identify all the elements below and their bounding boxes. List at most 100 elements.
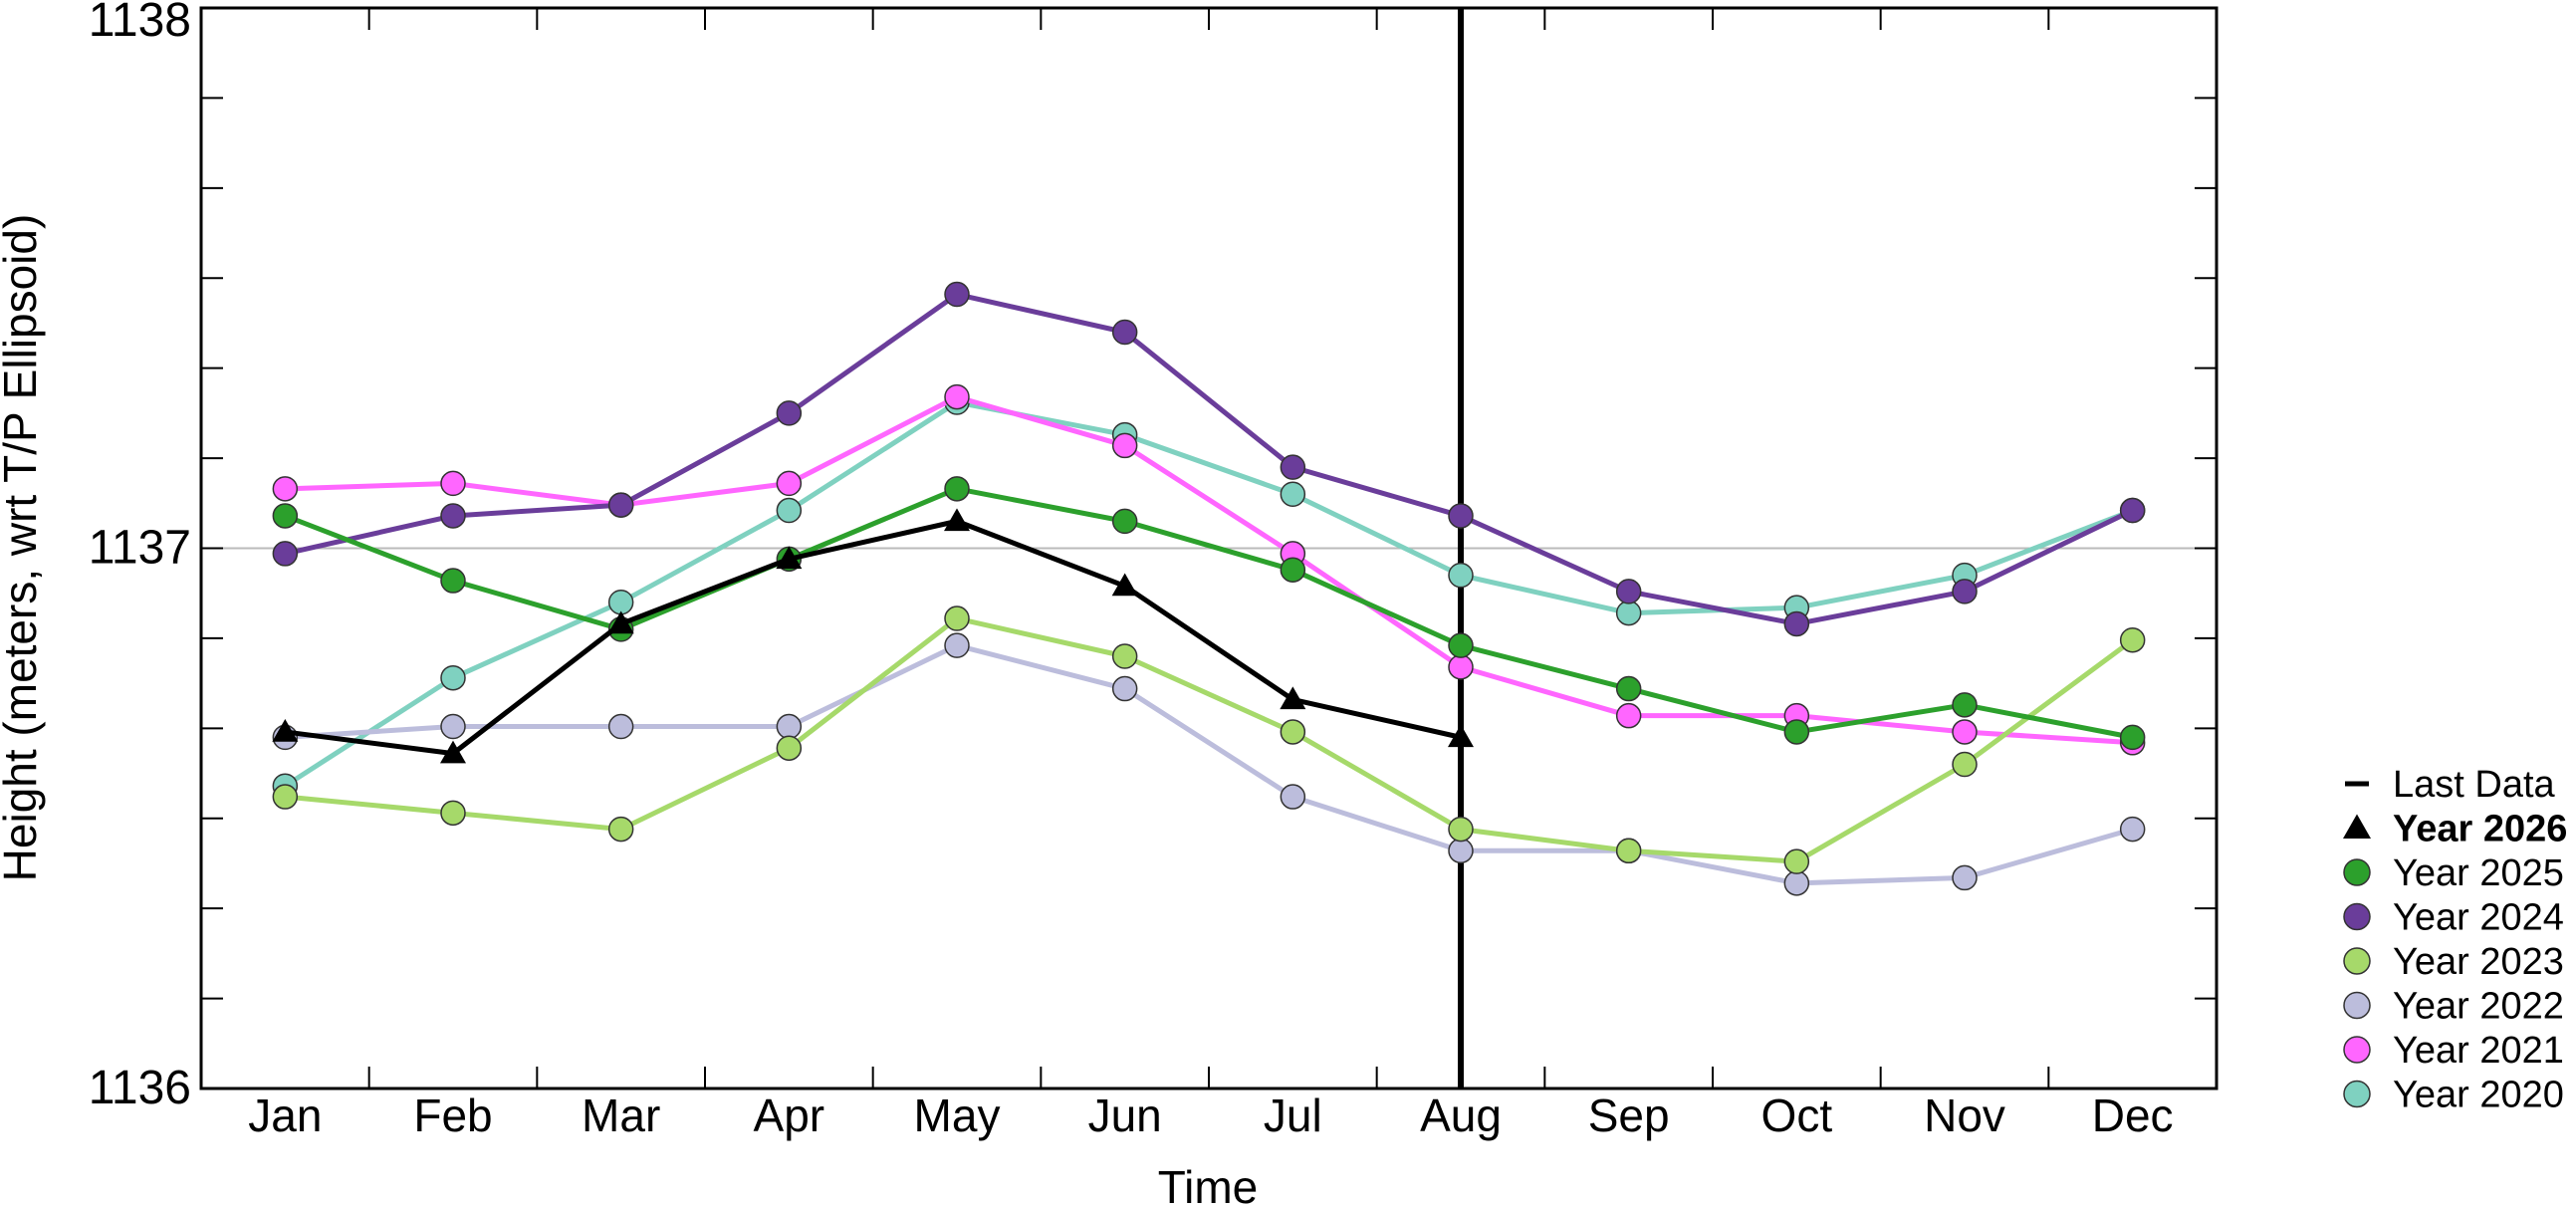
x-axis-label: Time (1158, 1161, 1259, 1208)
data-point (440, 740, 466, 764)
data-point (776, 546, 803, 570)
data-point (1783, 870, 1810, 896)
legend-label: Year 2025 (2393, 852, 2564, 894)
data-point (1952, 864, 1978, 891)
x-tick-label: Jun (1088, 1089, 1162, 1141)
data-point (1280, 686, 1306, 710)
axes: 1136 1137 1138 Jan Feb Mar Apr May Jun Jul Aug Sep O… (89, 0, 2219, 1141)
legend-swatch (2343, 947, 2371, 975)
data-point (440, 503, 466, 529)
data-point (440, 664, 466, 691)
data-point (1111, 508, 1138, 535)
series-year-2026 (272, 508, 1474, 764)
data-point (1111, 643, 1138, 669)
data-point (272, 503, 299, 529)
data-point (1952, 692, 1978, 718)
data-point (944, 383, 970, 410)
series-group (272, 8, 2146, 1088)
series-line (285, 518, 1462, 757)
x-tick-label: Aug (1420, 1089, 1502, 1141)
data-point (1615, 579, 1642, 604)
data-point (272, 718, 299, 742)
y-axis-label: Height (meters, wrt T/P Ellipsoid) (0, 214, 46, 882)
legend-label: Last Data (2393, 764, 2556, 806)
data-point (944, 632, 970, 658)
data-point (1783, 610, 1810, 637)
y-tick-label: 1136 (89, 1062, 191, 1114)
series-line (284, 486, 2134, 740)
series-line (285, 615, 2135, 864)
data-point (272, 541, 299, 567)
x-tick-label: Dec (2092, 1089, 2174, 1141)
data-point (1615, 702, 1642, 729)
data-point (2119, 626, 2146, 653)
data-point (1280, 557, 1306, 583)
x-tick-label: Jul (1264, 1089, 1322, 1141)
series-year-2024 (272, 281, 2146, 637)
data-point (1448, 724, 1474, 748)
data-point (1952, 751, 1978, 778)
series-line (285, 394, 2133, 746)
legend-label: Year 2021 (2393, 1030, 2564, 1072)
legend-swatch (2343, 991, 2371, 1020)
data-point (1952, 579, 1978, 604)
data-point (2119, 497, 2146, 524)
data-point (944, 605, 970, 631)
y-tick-label: 1138 (89, 0, 191, 47)
data-point (1280, 719, 1306, 745)
y-tick-label: 1137 (89, 522, 191, 575)
data-point (1615, 600, 1642, 626)
data-point (776, 400, 803, 426)
x-tick-label: May (914, 1089, 1001, 1141)
x-tick-label: Apr (754, 1089, 825, 1141)
data-point (776, 735, 803, 761)
data-point (440, 800, 466, 827)
data-point (1448, 562, 1474, 589)
legend-label: Year 2022 (2393, 986, 2564, 1028)
data-point (607, 713, 634, 740)
x-tick-label: Mar (582, 1089, 660, 1141)
x-tick-label: Feb (413, 1089, 492, 1141)
data-point (1280, 481, 1306, 507)
x-tick-label: Nov (1924, 1089, 2005, 1141)
data-point (607, 492, 634, 518)
series-line (283, 399, 2134, 789)
data-point (944, 476, 970, 502)
data-point (607, 816, 634, 843)
series-year-2022 (272, 632, 2146, 896)
legend-swatch (2343, 1036, 2371, 1064)
data-point (1615, 838, 1642, 864)
legend-swatch (2343, 858, 2371, 886)
legend-swatch (2343, 902, 2371, 931)
data-point (944, 508, 970, 532)
legend-label: Year 2020 (2393, 1075, 2564, 1116)
data-point (1448, 503, 1474, 529)
series-year-2021 (272, 383, 2146, 756)
data-point (1111, 573, 1138, 597)
series-line (284, 292, 2134, 626)
data-point (1111, 319, 1138, 346)
data-point (607, 610, 634, 634)
x-tick-label: Sep (1588, 1089, 1670, 1141)
data-point (272, 784, 299, 810)
data-point (607, 590, 634, 615)
data-point (2119, 724, 2146, 751)
series-year-2020 (272, 389, 2146, 799)
data-point (1448, 632, 1474, 658)
x-tick-label: Jan (248, 1089, 322, 1141)
data-point (776, 713, 803, 740)
data-point (1952, 719, 1978, 745)
legend-swatch (2343, 814, 2371, 839)
data-point (1783, 719, 1810, 745)
data-point (1448, 816, 1474, 843)
plot-frame (199, 6, 2219, 1090)
data-point (1615, 675, 1642, 702)
data-point (1280, 784, 1306, 810)
data-point (1111, 432, 1138, 459)
x-tick-label: Oct (1761, 1089, 1833, 1141)
data-point (1783, 848, 1810, 874)
data-point (776, 470, 803, 497)
legend-label: Year 2024 (2393, 897, 2564, 939)
